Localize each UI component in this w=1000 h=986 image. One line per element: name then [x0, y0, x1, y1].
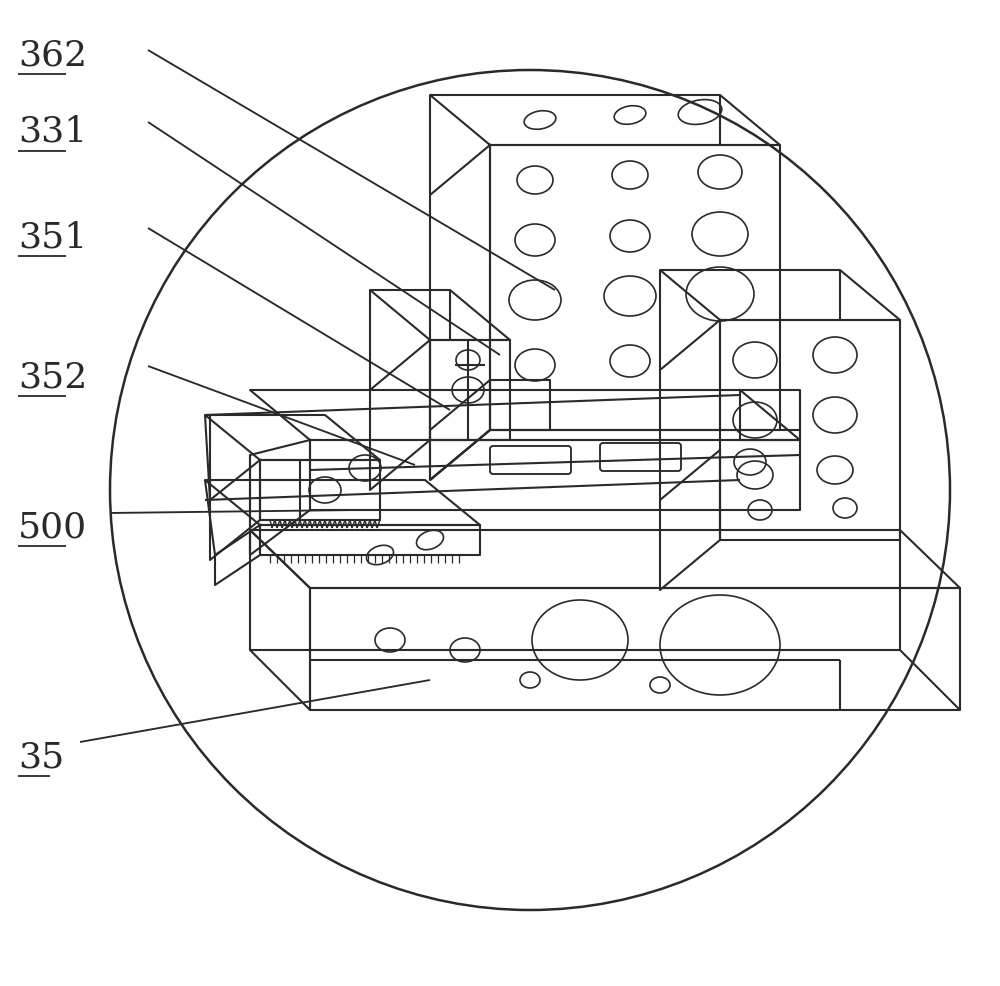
Text: 352: 352 [18, 360, 87, 394]
Text: 351: 351 [18, 220, 87, 254]
Text: 35: 35 [18, 740, 64, 774]
Text: 362: 362 [18, 38, 87, 72]
Text: 500: 500 [18, 510, 87, 544]
Text: 331: 331 [18, 115, 87, 149]
